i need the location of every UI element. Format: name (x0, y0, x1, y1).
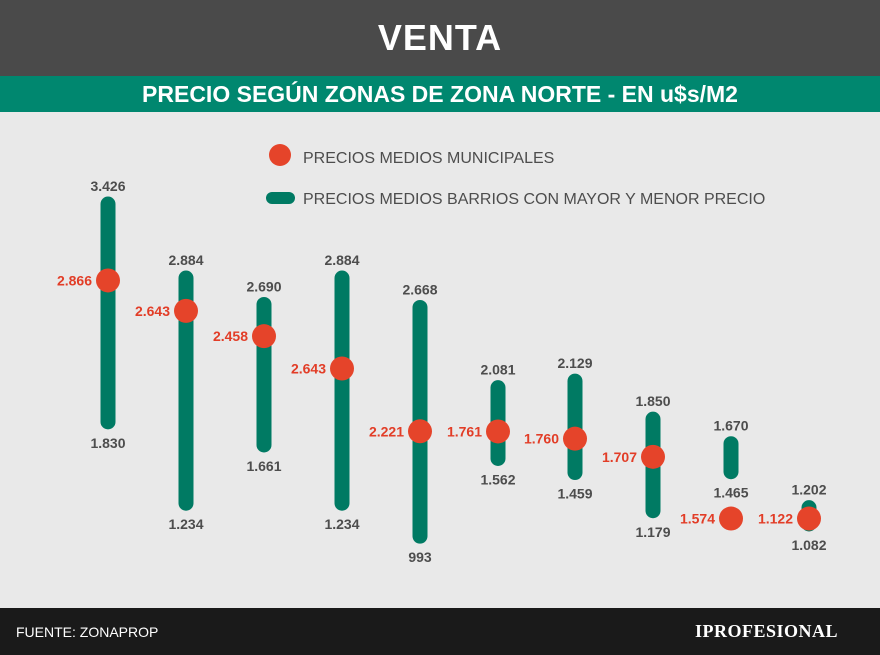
max-label: 3.426 (90, 178, 125, 194)
mean-dot (486, 419, 510, 444)
mean-label: 1.122 (758, 511, 793, 527)
max-label: 1.850 (635, 393, 670, 409)
mean-dot (96, 268, 120, 293)
max-label: 2.081 (480, 362, 515, 378)
mean-label: 2.458 (213, 328, 248, 344)
mean-label: 1.760 (524, 431, 559, 447)
legend-dot-marker (269, 144, 291, 166)
min-label: 993 (408, 549, 432, 565)
mean-dot (719, 506, 743, 531)
mean-dot (563, 426, 587, 451)
max-label: 2.690 (246, 278, 281, 294)
legend-label-barrios: PRECIOS MEDIOS BARRIOS CON MAYOR Y MENOR… (303, 191, 765, 208)
min-label: 1.465 (713, 485, 748, 501)
range-chart: PRECIOS MEDIOS MUNICIPALES PRECIOS MEDIO… (57, 144, 827, 565)
min-label: 1.234 (324, 516, 359, 532)
min-label: 1.562 (480, 471, 515, 487)
mean-label: 2.221 (369, 423, 404, 439)
max-label: 2.668 (402, 281, 437, 297)
legend: PRECIOS MEDIOS MUNICIPALES PRECIOS MEDIO… (266, 144, 765, 208)
mean-dot (408, 419, 432, 444)
chart-title: PRECIO SEGÚN ZONAS DE ZONA NORTE - EN u$… (142, 80, 738, 107)
mean-label: 2.643 (135, 303, 170, 319)
mean-label: 1.761 (447, 423, 482, 439)
mean-label: 2.643 (291, 361, 326, 377)
mean-dot (174, 298, 198, 323)
mean-dot (330, 356, 354, 381)
min-label: 1.661 (246, 458, 281, 474)
source-note: FUENTE: ZONAPROP (16, 624, 159, 640)
legend-label-municipal: PRECIOS MEDIOS MUNICIPALES (303, 150, 554, 167)
max-label: 2.129 (557, 355, 592, 371)
mean-dot (252, 324, 276, 349)
max-label: 1.202 (791, 482, 826, 498)
min-label: 1.234 (168, 516, 203, 532)
mean-label: 1.707 (602, 449, 637, 465)
max-label: 2.884 (324, 252, 359, 268)
min-label: 1.082 (791, 537, 826, 553)
mean-label: 2.866 (57, 272, 92, 288)
mean-label: 1.574 (680, 511, 715, 527)
brand-logo: IPROFESIONAL (694, 621, 838, 641)
footer: FUENTE: ZONAPROP IPROFESIONAL (0, 608, 880, 655)
mean-dot (797, 506, 821, 531)
mean-dot (641, 444, 665, 469)
min-label: 1.179 (635, 524, 670, 540)
min-label: 1.830 (90, 435, 125, 451)
header-banner: VENTA (0, 0, 880, 76)
page-title: VENTA (377, 17, 503, 58)
max-label: 2.884 (168, 252, 203, 268)
chart-area: PRECIOS MEDIOS MUNICIPALES PRECIOS MEDIO… (0, 112, 880, 608)
max-label: 1.670 (713, 418, 748, 434)
subheader-banner: PRECIO SEGÚN ZONAS DE ZONA NORTE - EN u$… (0, 76, 880, 112)
min-label: 1.459 (557, 486, 592, 502)
